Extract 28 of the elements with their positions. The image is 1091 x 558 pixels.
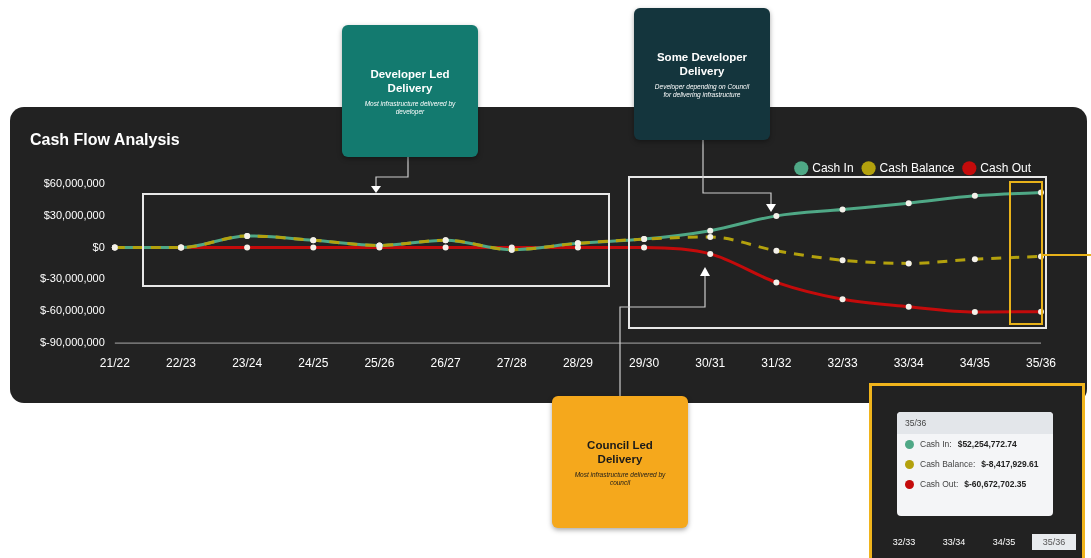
- x-tick-label: 24/25: [298, 356, 329, 371]
- x-tick-label: 33/34: [893, 356, 925, 371]
- x-tick-label: 30/31: [695, 356, 726, 371]
- y-tick-label: $30,000,000: [43, 208, 105, 221]
- text: Developer Led Delivery: [369, 66, 451, 95]
- x-tick-label: 29/30: [629, 356, 660, 371]
- x-tick-label: 28/29: [562, 356, 594, 371]
- x-tick-label: 22/23: [165, 356, 197, 371]
- legend-label: Cash Balance: [879, 160, 955, 175]
- legend-label: Cash Out: [980, 160, 1032, 175]
- text: Some Developer Delivery: [655, 49, 749, 78]
- legend-label: Cash In: [812, 160, 854, 175]
- x-tick-label: 27/28: [496, 356, 528, 371]
- y-tick-label: $-90,000,000: [39, 335, 105, 348]
- y-tick-label: $-30,000,000: [39, 272, 105, 285]
- x-tick-label: 26/27: [430, 356, 461, 371]
- chart-title: Cash Flow Analysis: [30, 131, 180, 149]
- x-tick-label: 31/32: [761, 356, 792, 371]
- text: Council Led Delivery: [586, 437, 654, 466]
- y-tick-label: $60,000,000: [43, 177, 105, 190]
- x-tick-label: 35/36: [1025, 356, 1057, 371]
- x-tick-label: 25/26: [364, 356, 395, 371]
- x-tick-label: 23/24: [232, 356, 263, 371]
- y-tick-label: $0: [92, 240, 105, 253]
- x-tick-label: 34/35: [959, 356, 991, 371]
- x-tick-label: 21/22: [99, 356, 131, 371]
- x-tick-label: 32/33: [827, 356, 858, 371]
- y-tick-label: $-60,000,000: [39, 303, 105, 316]
